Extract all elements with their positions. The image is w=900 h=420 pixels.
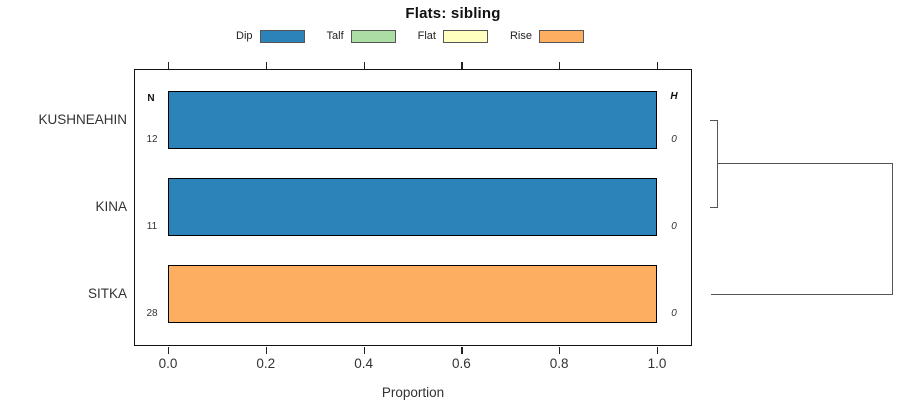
legend-label: Dip xyxy=(236,30,253,42)
y-label-kina: KINA xyxy=(95,198,127,214)
x-tick-label: 0.6 xyxy=(452,356,471,371)
bar-kina-dip xyxy=(168,177,657,236)
dendro-branch-cluster xyxy=(717,163,892,165)
h-value-sitka: 0 xyxy=(671,307,677,319)
legend-swatch-talf xyxy=(350,29,396,43)
x-tick-top xyxy=(168,61,170,69)
legend-item-flat: Flat xyxy=(417,29,488,43)
x-tick-label: 0.0 xyxy=(158,356,178,371)
bar-kushneahin-dip xyxy=(168,91,657,149)
x-axis-label: Proportion xyxy=(381,385,445,400)
x-tick-bottom xyxy=(168,346,170,354)
dendro-leaf-kushneahin xyxy=(710,120,718,122)
y-label-sitka: SITKA xyxy=(87,285,127,301)
x-tick-bottom xyxy=(559,346,561,354)
x-tick-bottom xyxy=(657,346,659,354)
n-column-header: N xyxy=(147,93,155,104)
x-tick-top xyxy=(363,61,365,69)
x-tick-top xyxy=(461,61,463,69)
legend-label: Talf xyxy=(326,30,344,42)
h-value-kina: 0 xyxy=(671,220,677,232)
legend-swatch-flat xyxy=(442,29,488,43)
x-tick-label: 0.4 xyxy=(354,356,373,371)
dendro-leaf-kina xyxy=(710,206,718,208)
legend-swatch-rise xyxy=(539,29,584,43)
legend-item-talf: Talf xyxy=(326,29,396,43)
n-value-kina: 11 xyxy=(146,220,158,232)
plot-box xyxy=(134,69,692,346)
y-label-kushneahin: KUSHNEAHIN xyxy=(38,112,127,127)
x-tick-label: 0.2 xyxy=(256,356,276,371)
h-column-header: H xyxy=(670,91,678,102)
h-value-kushneahin: 0 xyxy=(671,134,677,145)
n-value-kushneahin: 12 xyxy=(146,134,158,145)
x-tick-bottom xyxy=(363,346,365,354)
legend-item-rise: Rise xyxy=(509,29,584,43)
legend-swatch-dip xyxy=(259,29,305,43)
dendro-root xyxy=(892,163,894,295)
x-tick-top xyxy=(559,61,561,69)
legend: Dip Talf Flat Rise xyxy=(0,27,820,45)
chart-title: Flats: sibling xyxy=(405,5,501,22)
legend-item-dip: Dip xyxy=(236,29,305,43)
n-value-sitka: 28 xyxy=(146,307,158,319)
x-tick-top xyxy=(265,61,267,69)
dendro-leaf-sitka xyxy=(711,293,892,295)
x-tick-label: 0.8 xyxy=(549,356,569,371)
x-tick-bottom xyxy=(461,346,463,354)
legend-label: Flat xyxy=(417,30,436,42)
x-tick-label: 1.0 xyxy=(647,356,667,371)
x-tick-top xyxy=(657,61,659,69)
x-tick-bottom xyxy=(265,346,267,354)
legend-label: Rise xyxy=(509,30,532,42)
bar-sitka-rise xyxy=(168,264,657,323)
